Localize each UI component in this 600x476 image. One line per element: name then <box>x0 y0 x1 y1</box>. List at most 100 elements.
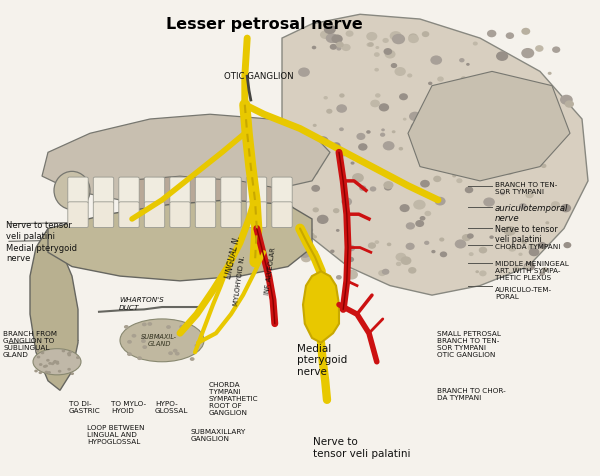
Circle shape <box>512 143 522 150</box>
Circle shape <box>47 371 51 374</box>
Circle shape <box>317 136 329 145</box>
Circle shape <box>332 142 341 149</box>
Circle shape <box>440 251 447 258</box>
Circle shape <box>336 104 347 113</box>
Circle shape <box>356 133 365 140</box>
Circle shape <box>560 95 573 105</box>
Text: BRANCH TO CHOR-
DA TYMPANI: BRANCH TO CHOR- DA TYMPANI <box>437 388 506 401</box>
Circle shape <box>425 152 437 162</box>
Text: TO DI-
GASTRIC: TO DI- GASTRIC <box>69 401 101 414</box>
Circle shape <box>366 130 371 134</box>
Circle shape <box>48 362 52 365</box>
Circle shape <box>459 58 464 62</box>
Text: OTIC GANGLION: OTIC GANGLION <box>224 72 294 81</box>
Text: BRANCH TO TEN-
SOR TYMPANI: BRANCH TO TEN- SOR TYMPANI <box>495 182 557 195</box>
Circle shape <box>469 252 473 256</box>
Text: Medial
pterygoid
nerve: Medial pterygoid nerve <box>297 344 347 377</box>
Circle shape <box>424 211 431 216</box>
Circle shape <box>522 240 527 244</box>
Circle shape <box>478 115 482 119</box>
Circle shape <box>141 336 146 339</box>
Circle shape <box>407 73 412 78</box>
Circle shape <box>409 33 418 41</box>
FancyBboxPatch shape <box>68 177 88 204</box>
Text: INF. ALVEOLAR: INF. ALVEOLAR <box>264 247 276 296</box>
FancyBboxPatch shape <box>246 202 266 228</box>
Circle shape <box>524 264 530 269</box>
Circle shape <box>166 325 171 329</box>
Circle shape <box>419 118 426 123</box>
Circle shape <box>437 77 444 82</box>
Circle shape <box>67 352 71 355</box>
Circle shape <box>439 169 442 172</box>
Circle shape <box>500 191 505 195</box>
Circle shape <box>431 250 436 253</box>
FancyBboxPatch shape <box>196 202 215 228</box>
Circle shape <box>523 155 533 163</box>
Circle shape <box>324 25 336 34</box>
FancyBboxPatch shape <box>93 202 114 228</box>
Circle shape <box>366 32 377 41</box>
Circle shape <box>341 198 352 206</box>
Circle shape <box>461 76 467 81</box>
Circle shape <box>399 93 408 100</box>
FancyBboxPatch shape <box>144 177 164 204</box>
Circle shape <box>179 325 184 329</box>
Circle shape <box>387 243 391 246</box>
Polygon shape <box>408 71 570 181</box>
Circle shape <box>503 100 514 109</box>
Circle shape <box>394 67 406 76</box>
Circle shape <box>370 99 380 107</box>
Circle shape <box>485 113 494 121</box>
Circle shape <box>430 55 442 65</box>
Polygon shape <box>48 200 312 281</box>
Circle shape <box>473 41 478 46</box>
Circle shape <box>456 178 463 183</box>
Circle shape <box>391 63 397 68</box>
Circle shape <box>76 356 80 359</box>
Circle shape <box>468 188 472 191</box>
Circle shape <box>68 351 72 354</box>
Circle shape <box>37 356 40 358</box>
Circle shape <box>539 109 545 114</box>
FancyBboxPatch shape <box>119 177 139 204</box>
Circle shape <box>475 270 479 273</box>
Text: Nerve to tensor
veli palatini: Nerve to tensor veli palatini <box>6 221 72 241</box>
Circle shape <box>67 368 71 371</box>
Text: SUBMAXILLARY
GANGLION: SUBMAXILLARY GANGLION <box>191 429 246 442</box>
Circle shape <box>44 371 48 374</box>
Circle shape <box>455 79 466 88</box>
Circle shape <box>503 152 517 162</box>
Circle shape <box>317 215 329 224</box>
Circle shape <box>541 164 547 168</box>
Circle shape <box>421 145 431 153</box>
Circle shape <box>479 247 487 253</box>
FancyBboxPatch shape <box>221 177 241 204</box>
Circle shape <box>336 229 340 232</box>
Circle shape <box>467 233 474 239</box>
Polygon shape <box>282 14 588 295</box>
FancyBboxPatch shape <box>170 202 190 228</box>
Circle shape <box>175 352 179 356</box>
Circle shape <box>406 222 415 229</box>
Circle shape <box>538 94 550 104</box>
Circle shape <box>506 32 514 39</box>
Circle shape <box>320 30 331 39</box>
Circle shape <box>157 335 161 338</box>
Circle shape <box>43 365 46 368</box>
Circle shape <box>526 191 534 198</box>
Circle shape <box>311 185 320 192</box>
FancyBboxPatch shape <box>170 177 190 204</box>
Polygon shape <box>120 176 288 214</box>
Circle shape <box>299 249 311 258</box>
Circle shape <box>389 31 402 41</box>
Circle shape <box>428 81 433 85</box>
Circle shape <box>496 51 508 61</box>
Text: BRANCH FROM
GANGLION TO
SUBLINGUAL
GLAND: BRANCH FROM GANGLION TO SUBLINGUAL GLAND <box>3 331 57 358</box>
Circle shape <box>141 339 146 343</box>
Text: LINGUAL N.: LINGUAL N. <box>224 235 242 279</box>
Text: Lesser petrosal nerve: Lesser petrosal nerve <box>166 17 362 32</box>
Circle shape <box>173 349 178 353</box>
Circle shape <box>457 106 461 109</box>
Circle shape <box>368 42 374 47</box>
